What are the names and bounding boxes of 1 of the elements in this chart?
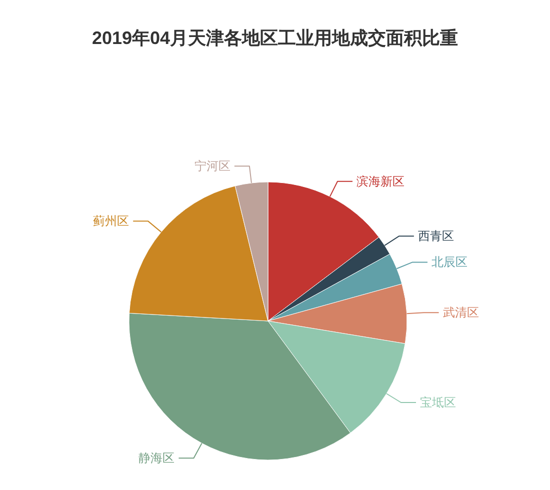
title: 2019年04月天津各地区工业用地成交面积比重 — [92, 28, 458, 48]
